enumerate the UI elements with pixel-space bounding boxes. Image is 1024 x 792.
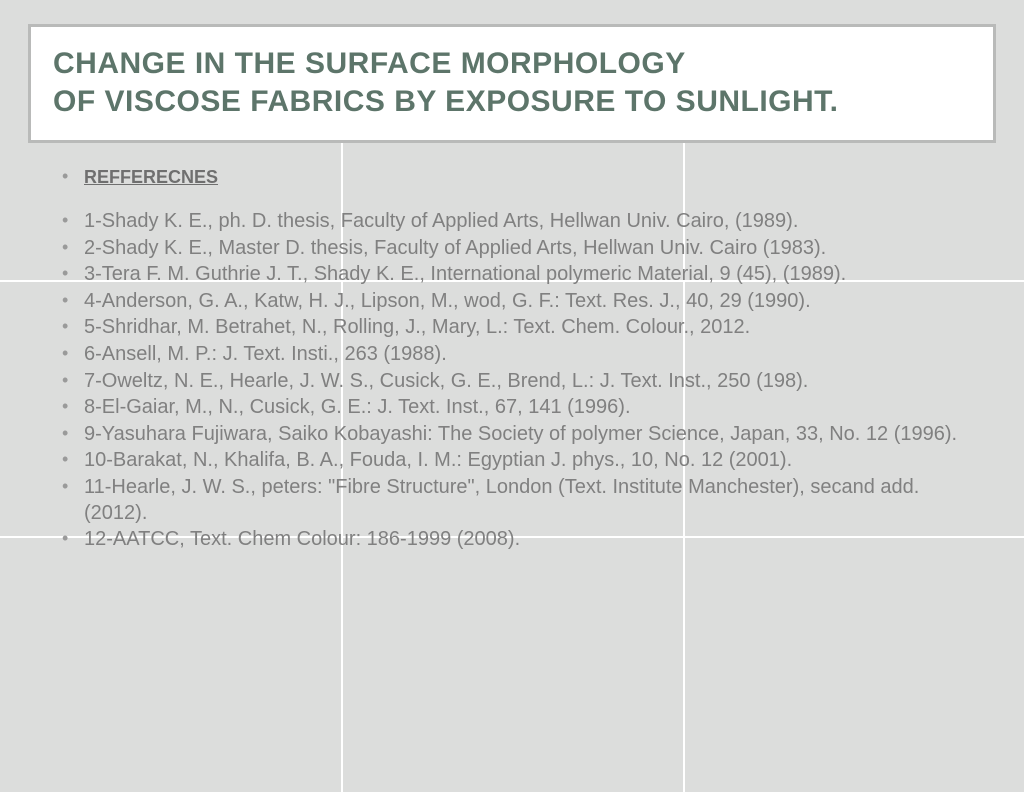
reference-text: 1-Shady K. E., ph. D. thesis, Faculty of…: [84, 210, 798, 232]
reference-item: 4-Anderson, G. A., Katw, H. J., Lipson, …: [62, 289, 978, 315]
reference-item: 3-Tera F. M. Guthrie J. T., Shady K. E.,…: [62, 262, 978, 288]
reference-item: 6-Ansell, M. P.: J. Text. Insti., 263 (1…: [62, 342, 978, 368]
reference-item: 5-Shridhar, M. Betrahet, N., Rolling, J.…: [62, 315, 978, 341]
references-heading: REFFERECNES: [84, 166, 218, 189]
reference-text: 3-Tera F. M. Guthrie J. T., Shady K. E.,…: [84, 263, 846, 285]
references-heading-item: REFFERECNES: [62, 165, 978, 199]
reference-item: 12-AATCC, Text. Chem Colour: 186-1999 (2…: [62, 527, 978, 553]
reference-text: 4-Anderson, G. A., Katw, H. J., Lipson, …: [84, 290, 811, 312]
reference-item: 1-Shady K. E., ph. D. thesis, Faculty of…: [62, 209, 978, 235]
reference-list: REFFERECNES 1-Shady K. E., ph. D. thesis…: [62, 165, 978, 553]
reference-item: 7-Oweltz, N. E., Hearle, J. W. S., Cusic…: [62, 369, 978, 395]
reference-text: 6-Ansell, M. P.: J. Text. Insti., 263 (1…: [84, 343, 447, 365]
title-line-2: OF VISCOSE FABRICS BY EXPOSURE TO SUNLIG…: [53, 85, 839, 118]
reference-text: 12-AATCC, Text. Chem Colour: 186-1999 (2…: [84, 528, 520, 550]
title-box: CHANGE IN THE SURFACE MORPHOLOGY OF VISC…: [28, 24, 996, 143]
reference-item: 11-Hearle, J. W. S., peters: "Fibre Stru…: [62, 475, 978, 526]
reference-text: 10-Barakat, N., Khalifa, B. A., Fouda, I…: [84, 449, 792, 471]
reference-text: 9-Yasuhara Fujiwara, Saiko Kobayashi: Th…: [84, 423, 957, 445]
reference-text: 5-Shridhar, M. Betrahet, N., Rolling, J.…: [84, 316, 750, 338]
slide-title: CHANGE IN THE SURFACE MORPHOLOGY OF VISC…: [53, 45, 971, 120]
reference-text: 7-Oweltz, N. E., Hearle, J. W. S., Cusic…: [84, 370, 808, 392]
reference-item: 8-El-Gaiar, M., N., Cusick, G. E.: J. Te…: [62, 395, 978, 421]
reference-item: 10-Barakat, N., Khalifa, B. A., Fouda, I…: [62, 448, 978, 474]
reference-item: 2-Shady K. E., Master D. thesis, Faculty…: [62, 236, 978, 262]
reference-text: 2-Shady K. E., Master D. thesis, Faculty…: [84, 237, 826, 259]
reference-text: 11-Hearle, J. W. S., peters: "Fibre Stru…: [84, 476, 919, 524]
reference-text: 8-El-Gaiar, M., N., Cusick, G. E.: J. Te…: [84, 396, 631, 418]
reference-item: 9-Yasuhara Fujiwara, Saiko Kobayashi: Th…: [62, 422, 978, 448]
content-area: REFFERECNES 1-Shady K. E., ph. D. thesis…: [0, 143, 1024, 553]
title-line-1: CHANGE IN THE SURFACE MORPHOLOGY: [53, 47, 686, 80]
